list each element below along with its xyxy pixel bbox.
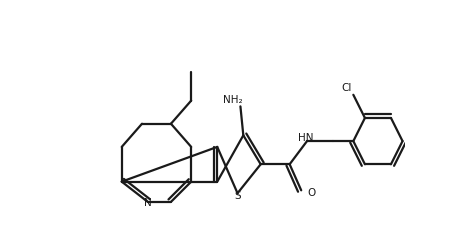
- Text: O: O: [307, 188, 316, 198]
- Text: NH₂: NH₂: [223, 95, 243, 105]
- Text: Cl: Cl: [341, 83, 351, 93]
- Text: S: S: [234, 191, 241, 201]
- Text: HN: HN: [298, 133, 313, 143]
- Text: N: N: [144, 198, 152, 208]
